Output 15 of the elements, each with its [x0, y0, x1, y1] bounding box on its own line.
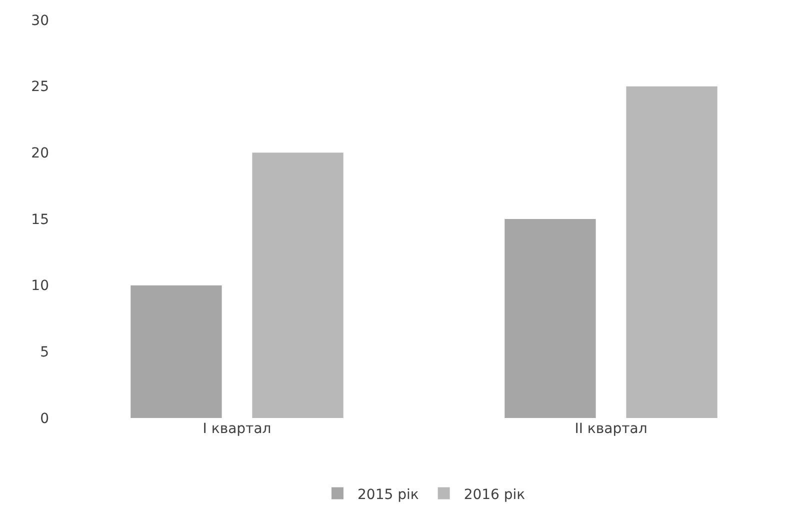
y-tick-label: 25: [31, 79, 49, 96]
y-tick-label: 5: [40, 344, 49, 361]
legend-label: 2016 рік: [464, 486, 526, 503]
y-tick-label: 0: [40, 410, 49, 427]
legend-label: 2015 рік: [358, 486, 419, 503]
x-tick-label: II квартал: [574, 421, 648, 437]
bar: [504, 219, 596, 418]
y-tick-label: 20: [31, 146, 49, 162]
x-tick-label: I квартал: [202, 421, 272, 437]
bar: [130, 285, 222, 418]
y-tick-label: 30: [31, 12, 49, 29]
bar: [252, 152, 344, 418]
y-tick-label: 15: [31, 212, 49, 228]
y-tick-label: 10: [31, 278, 49, 294]
bar: [626, 86, 718, 418]
